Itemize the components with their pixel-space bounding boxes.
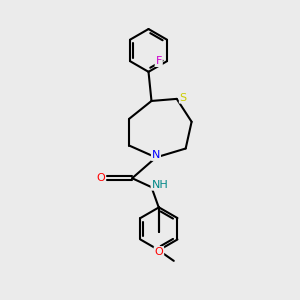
Text: O: O [96,173,105,183]
Text: S: S [180,93,187,103]
Text: F: F [155,56,162,66]
Text: NH: NH [152,180,168,190]
Text: O: O [154,247,163,257]
Text: N: N [152,150,160,160]
